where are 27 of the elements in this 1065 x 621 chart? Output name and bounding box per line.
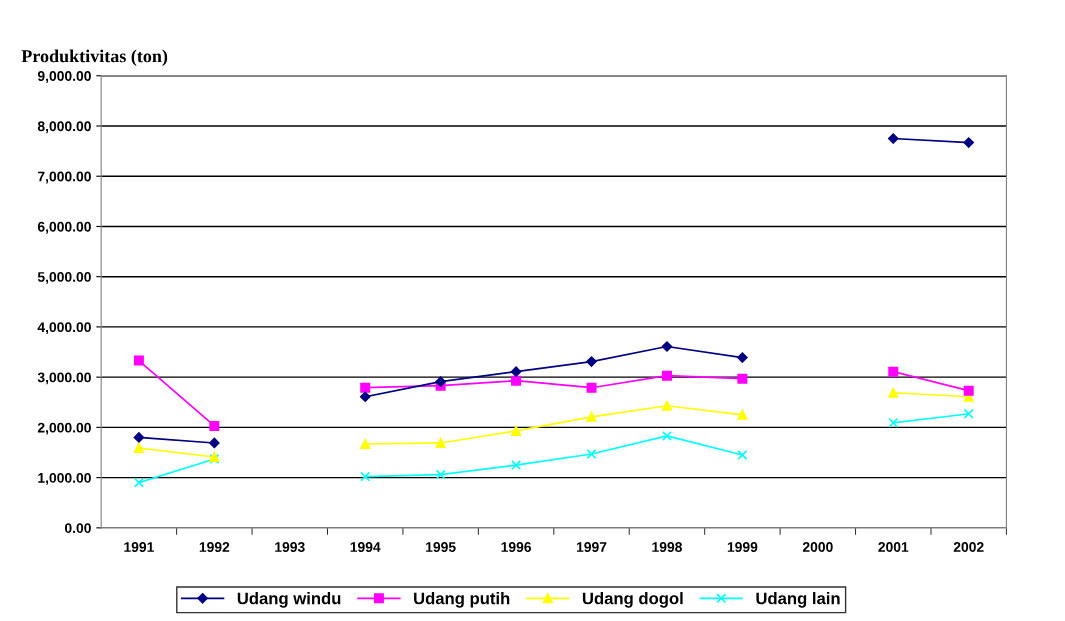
x-tick-label: 1992 [199,542,230,552]
y-tick-label: 3,000.00 [37,372,91,385]
legend-label: Udang lain [756,592,840,608]
x-tick-label: 1997 [576,542,607,552]
legend-label: Udang windu [237,592,341,608]
y-tick-label: 2,000.00 [37,422,91,435]
x-tick-label: 1999 [727,542,758,552]
y-tick-label: 6,000.00 [37,221,91,234]
x-tick-label: 1993 [275,542,305,552]
y-tick-label: 1,000.00 [38,472,91,485]
y-tick-label: 9,000.00 [37,71,91,83]
legend-label: Udang dogol [582,592,683,608]
legend-label: Udang putih [414,592,510,608]
x-tick-label: 1995 [426,542,456,552]
y-tick-label: 8,000.00 [37,121,91,134]
y-tick-label: 7,000.00 [37,171,91,184]
y-tick-label: 5,000.00 [37,272,91,284]
x-tick-label: 1998 [652,542,682,552]
x-tick-label: 2001 [878,542,909,552]
y-axis-title: Produktivitas (ton) [21,49,168,66]
x-tick-label: 1996 [501,542,532,552]
x-tick-label: 1991 [124,542,154,552]
y-tick-label: 4,000.00 [37,322,91,335]
x-tick-label: 2002 [953,542,984,552]
x-tick-label: 1994 [350,542,381,552]
x-tick-label: 2000 [802,542,833,552]
y-tick-label: 0.00 [64,523,91,534]
